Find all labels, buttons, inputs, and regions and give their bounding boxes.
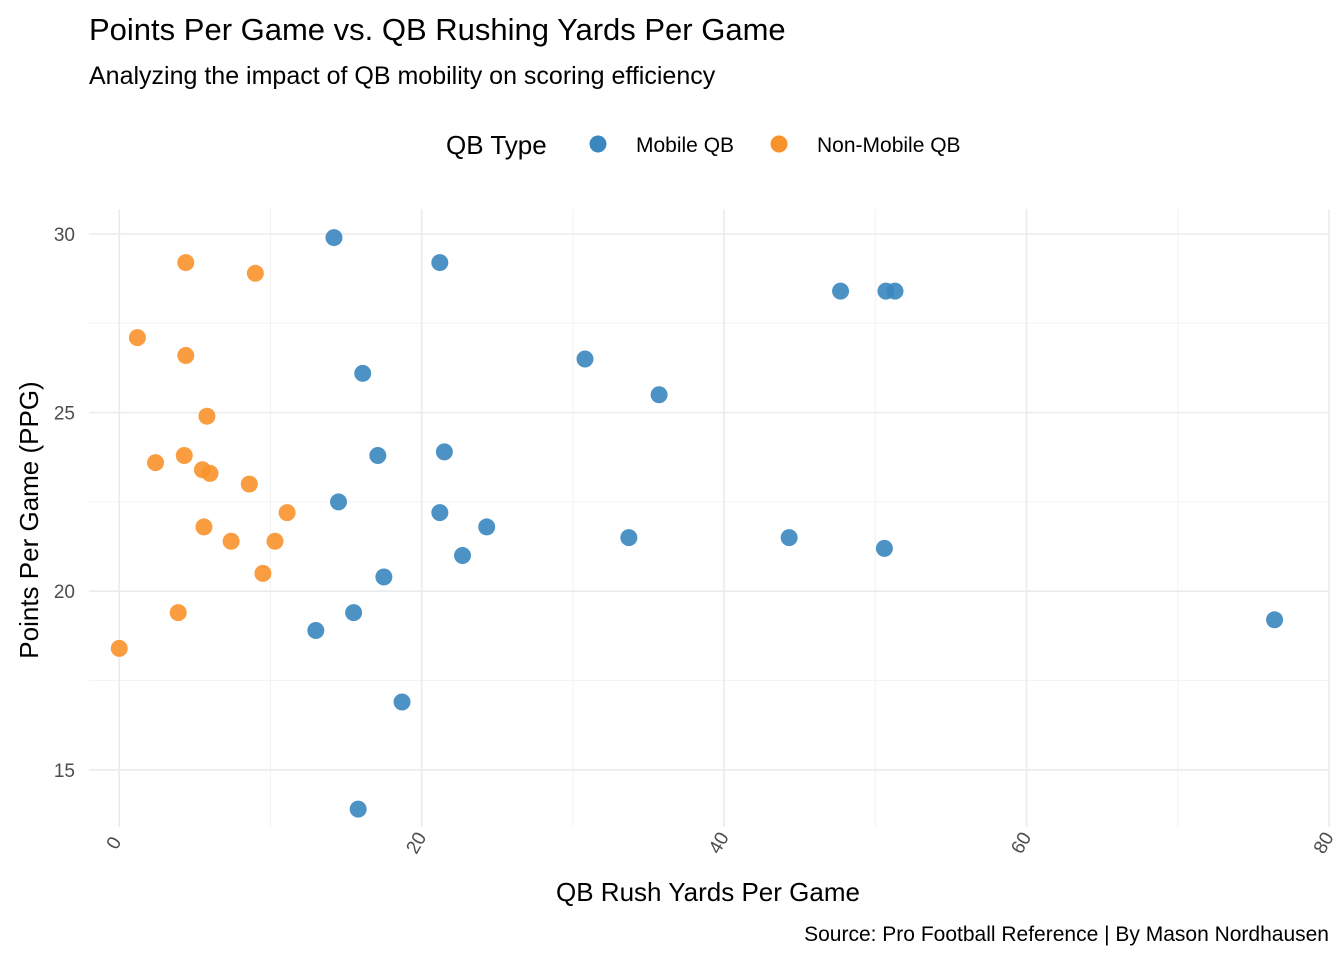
legend: QB Type Mobile QB Non-Mobile QB — [446, 130, 961, 160]
x-tick-label: 60 — [1007, 829, 1036, 858]
data-point-non-mobile-qb — [246, 264, 264, 282]
x-tick-label: 20 — [403, 829, 432, 858]
legend-key-non-mobile-qb — [770, 135, 788, 153]
y-tick-label: 30 — [54, 225, 75, 246]
data-points — [110, 229, 1284, 818]
data-point-mobile-qb — [478, 518, 496, 536]
x-tick-label: 80 — [1310, 829, 1339, 858]
y-tick-label: 20 — [54, 582, 75, 603]
data-point-mobile-qb — [435, 443, 453, 461]
legend-key-mobile-qb — [589, 135, 607, 153]
y-axis-title: Points Per Game (PPG) — [14, 381, 44, 658]
data-point-mobile-qb — [325, 229, 343, 247]
data-point-mobile-qb — [620, 529, 638, 547]
x-axis-title: QB Rush Yards Per Game — [556, 877, 860, 907]
data-point-mobile-qb — [349, 800, 367, 818]
x-tick-label: 0 — [103, 833, 126, 853]
chart-title: Points Per Game vs. QB Rushing Yards Per… — [89, 12, 786, 47]
legend-title: QB Type — [446, 130, 547, 160]
data-point-non-mobile-qb — [278, 504, 296, 522]
chart-caption: Source: Pro Football Reference | By Maso… — [804, 923, 1329, 946]
data-point-mobile-qb — [431, 504, 449, 522]
data-point-non-mobile-qb — [177, 346, 195, 364]
grid — [89, 209, 1330, 827]
data-point-mobile-qb — [1266, 611, 1284, 629]
data-point-non-mobile-qb — [222, 532, 240, 550]
data-point-mobile-qb — [454, 547, 472, 565]
chart-subtitle: Analyzing the impact of QB mobility on s… — [89, 62, 716, 90]
y-axis-tick-labels: 15 20 25 30 — [54, 225, 75, 782]
x-axis-tick-labels: 0 20 40 60 80 — [103, 829, 1339, 858]
data-point-mobile-qb — [431, 254, 449, 272]
x-tick-label: 40 — [705, 829, 734, 858]
data-point-non-mobile-qb — [198, 407, 216, 425]
data-point-non-mobile-qb — [110, 639, 128, 657]
data-point-non-mobile-qb — [128, 329, 146, 347]
y-tick-label: 25 — [54, 404, 75, 425]
data-point-mobile-qb — [369, 446, 387, 464]
data-point-non-mobile-qb — [266, 532, 284, 550]
data-point-non-mobile-qb — [195, 518, 213, 536]
data-point-non-mobile-qb — [240, 475, 258, 493]
data-point-non-mobile-qb — [177, 254, 195, 272]
data-point-mobile-qb — [330, 493, 348, 511]
legend-label-mobile-qb: Mobile QB — [636, 134, 734, 157]
data-point-mobile-qb — [345, 604, 363, 622]
data-point-mobile-qb — [354, 364, 372, 382]
y-tick-label: 15 — [54, 761, 75, 782]
data-point-mobile-qb — [393, 693, 411, 711]
data-point-mobile-qb — [832, 282, 850, 300]
plot-panel — [89, 209, 1330, 827]
data-point-non-mobile-qb — [147, 454, 165, 472]
data-point-non-mobile-qb — [169, 604, 187, 622]
data-point-mobile-qb — [307, 622, 325, 640]
data-point-non-mobile-qb — [175, 446, 193, 464]
data-point-non-mobile-qb — [254, 564, 272, 582]
data-point-mobile-qb — [650, 386, 668, 404]
legend-label-non-mobile-qb: Non-Mobile QB — [817, 134, 961, 157]
data-point-non-mobile-qb — [201, 464, 219, 482]
data-point-mobile-qb — [780, 529, 798, 547]
data-point-mobile-qb — [576, 350, 594, 368]
data-point-mobile-qb — [875, 539, 893, 557]
data-point-mobile-qb — [886, 282, 904, 300]
data-point-mobile-qb — [375, 568, 393, 586]
